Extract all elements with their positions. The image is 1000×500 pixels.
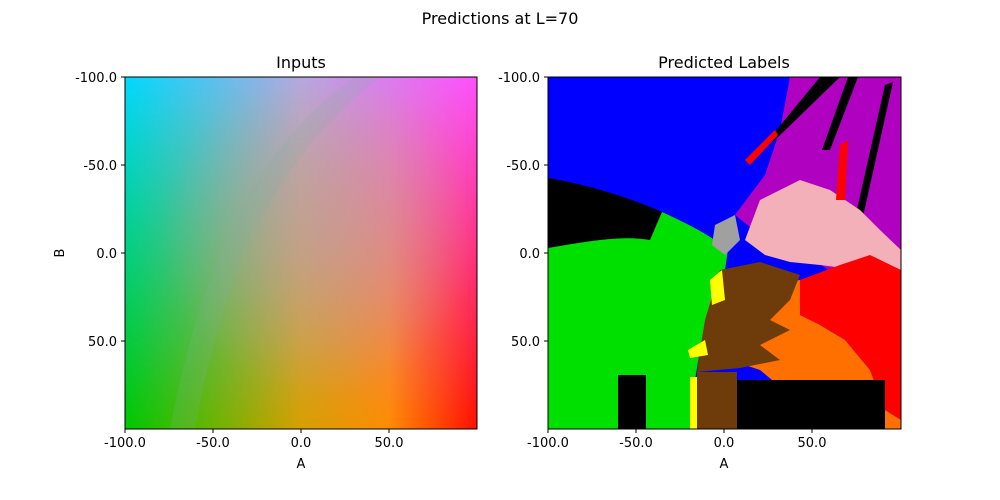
label-region-yellow [688, 340, 708, 358]
label-region-yellow [710, 270, 725, 305]
predictions-label-map [548, 77, 901, 429]
inputs-y-tick: -50.0 [83, 159, 117, 174]
label-region-black-streak [822, 77, 858, 150]
label-region-green [548, 212, 728, 429]
predictions-y-tick: -100.0 [498, 71, 540, 86]
label-region-black-band [548, 178, 662, 248]
label-region-black-streak [852, 82, 893, 232]
predictions-x-tick: 50.0 [798, 436, 827, 451]
predictions-x-label: A [720, 457, 729, 472]
predictions-title: Predicted Labels [658, 53, 790, 72]
inputs-gradient-center [125, 77, 477, 429]
inputs-y-tick: -100.0 [75, 71, 117, 86]
inputs-title: Inputs [276, 53, 326, 72]
label-region-black-block [618, 375, 646, 429]
inputs-x-tick: -100.0 [104, 436, 146, 451]
inputs-y-tick: 0.0 [96, 247, 117, 262]
figure-suptitle: Predictions at L=70 [422, 9, 579, 28]
inputs-y-tick: 50.0 [88, 335, 117, 350]
inputs-x-axis: -100.0 -50.0 0.0 50.0 A [104, 429, 403, 472]
inputs-x-tick: -50.0 [196, 436, 230, 451]
predictions-y-tick: -50.0 [506, 159, 540, 174]
label-region-black-block [737, 380, 885, 429]
label-region-brown [697, 372, 737, 429]
inputs-y-axis: -100.0 -50.0 0.0 50.0 B [53, 71, 125, 350]
inputs-x-label: A [297, 457, 306, 472]
predictions-x-tick: -50.0 [619, 436, 653, 451]
predictions-y-axis: -100.0 -50.0 0.0 50.0 [498, 71, 548, 350]
inputs-boundary-band [170, 77, 380, 429]
inputs-x-tick: 50.0 [375, 436, 404, 451]
predictions-y-tick: 50.0 [511, 335, 540, 350]
label-region-black-streak [760, 77, 840, 150]
inputs-x-tick: 0.0 [291, 436, 312, 451]
predictions-x-axis: -100.0 -50.0 0.0 50.0 A [527, 429, 826, 472]
predictions-x-tick: 0.0 [714, 436, 735, 451]
inputs-y-label: B [53, 249, 68, 258]
inputs-heatmap [125, 77, 477, 429]
predictions-x-tick: -100.0 [527, 436, 569, 451]
inputs-panel: Inputs -100.0 -50.0 0.0 50.0 A -100.0 -5… [53, 53, 478, 472]
label-region-red-streak [745, 130, 778, 165]
label-region-gray [712, 215, 740, 255]
predictions-panel: Predicted Labels [498, 53, 902, 472]
label-region-red-streak [836, 140, 848, 200]
label-region-red [800, 255, 901, 420]
label-region-yellow [690, 377, 697, 429]
predictions-y-tick: 0.0 [519, 247, 540, 262]
